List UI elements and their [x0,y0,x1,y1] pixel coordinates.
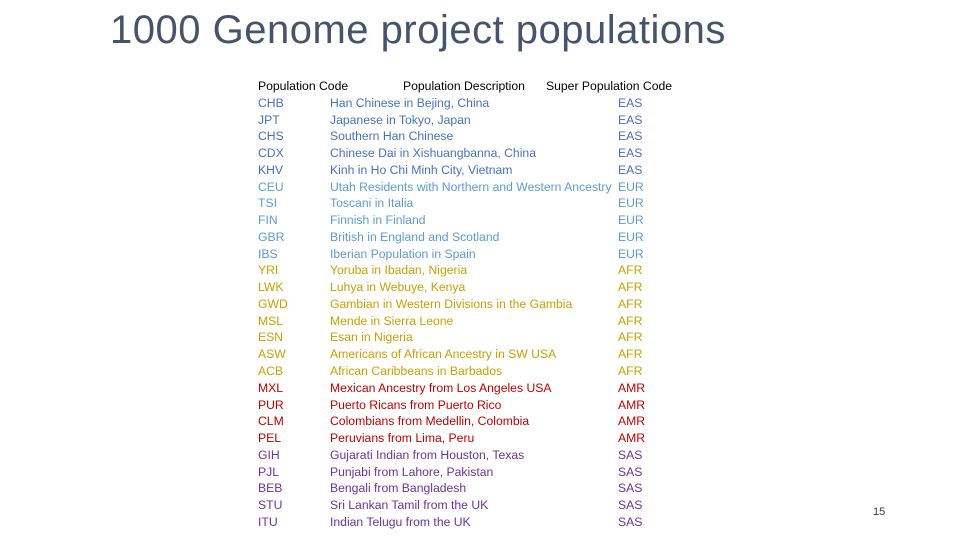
super-population-code-cell: AFR [618,330,643,345]
super-population-code-cell: AFR [618,296,643,311]
population-description-cell: Americans of African Ancestry in SW USA [330,347,557,362]
population-code-cell: CDX [258,146,284,161]
population-code-cell: STU [258,498,283,513]
page-number: 15 [873,506,886,518]
super-population-code-cell: EAS [618,146,643,161]
population-description-cell: Puerto Ricans from Puerto Rico [330,397,502,412]
population-description-cell: Peruvians from Lima, Peru [330,431,475,446]
super-population-code-cell: EAS [618,112,643,127]
header-super-population-code: Super Population Code [546,79,673,93]
population-description-cell: Luhya in Webuye, Kenya [330,280,466,295]
population-code-cell: ITU [258,514,278,529]
population-description-cell: Punjabi from Lahore, Pakistan [330,464,494,479]
population-code-cell: BEB [258,481,283,496]
population-code-cell: ACB [258,364,284,379]
population-description-cell: Indian Telugu from the UK [330,514,471,529]
super-population-code-cell: AMR [618,380,646,395]
population-code-cell: CHS [258,129,284,144]
super-population-code-cell: EUR [618,179,644,194]
super-population-code-cell: AFR [618,364,643,379]
population-code-cell: TSI [258,196,277,211]
population-description-cell: Sri Lankan Tamil from the UK [330,498,489,513]
super-population-code-cell: EAS [618,162,643,177]
population-code-cell: LWK [258,280,284,295]
population-description-cell: African Caribbeans in Barbados [330,364,503,379]
population-description-cell: Southern Han Chinese [330,129,454,144]
population-code-cell: GIH [258,447,280,462]
super-population-code-cell: AFR [618,347,643,362]
population-description-cell: Finnish in Finland [330,213,426,228]
header-population-code: Population Code [258,79,349,93]
super-population-code-cell: EAS [618,129,643,144]
population-code-cell: PEL [258,431,282,446]
population-description-cell: Chinese Dai in Xishuangbanna, China [330,146,536,161]
population-code-cell: JPT [258,112,280,127]
super-population-code-cell: AMR [618,414,646,429]
population-description-cell: Kinh in Ho Chi Minh City, Vietnam [330,162,513,177]
population-description-cell: Iberian Population in Spain [330,246,476,261]
super-population-code-cell: SAS [618,464,643,479]
population-description-cell: Esan in Nigeria [330,330,413,345]
super-population-code-cell: AFR [618,313,643,328]
super-population-code-cell: AMR [618,431,646,446]
population-description-cell: Gambian in Western Divisions in the Gamb… [330,296,573,311]
population-code-cell: CHB [258,95,284,110]
population-description-cell: British in England and Scotland [330,229,500,244]
population-code-cell: ASW [258,347,286,362]
slide-title: 1000 Genome project populations [110,8,726,52]
population-description-cell: Toscani in Italia [330,196,414,211]
super-population-code-cell: SAS [618,498,643,513]
super-population-code-cell: AMR [618,397,646,412]
population-description-cell: Han Chinese in Bejing, China [330,95,490,110]
population-code-cell: CEU [258,179,284,194]
population-code-cell: MXL [258,380,284,395]
population-code-cell: GWD [258,296,288,311]
population-description-cell: Mexican Ancestry from Los Angeles USA [330,380,552,395]
super-population-code-cell: EUR [618,196,644,211]
population-code-cell: KHV [258,162,284,177]
population-description-cell: Bengali from Bangladesh [330,481,467,496]
population-code-cell: CLM [258,414,284,429]
population-code-cell: ESN [258,330,284,345]
super-population-code-cell: AFR [618,280,643,295]
population-description-cell: Utah Residents with Northern and Western… [330,179,612,194]
population-description-cell: Japanese in Tokyo, Japan [330,112,471,127]
population-code-cell: IBS [258,246,278,261]
population-code-cell: MSL [258,313,284,328]
population-code-cell: FIN [258,213,278,228]
population-code-cell: PJL [258,464,280,479]
population-code-cell: GBR [258,229,285,244]
super-population-code-cell: EAS [618,95,643,110]
population-description-cell: Gujarati Indian from Houston, Texas [330,447,525,462]
super-population-code-cell: SAS [618,447,643,462]
population-description-cell: Mende in Sierra Leone [330,313,454,328]
population-description-cell: Yoruba in Ibadan, Nigeria [330,263,468,278]
super-population-code-cell: SAS [618,481,643,496]
super-population-code-cell: EUR [618,246,644,261]
super-population-code-cell: EUR [618,213,644,228]
population-code-cell: PUR [258,397,284,412]
super-population-code-cell: AFR [618,263,643,278]
population-description-cell: Colombians from Medellin, Colombia [330,414,530,429]
super-population-code-cell: EUR [618,229,644,244]
header-population-description: Population Description [403,79,525,93]
population-code-cell: YRI [258,263,279,278]
super-population-code-cell: SAS [618,514,643,529]
